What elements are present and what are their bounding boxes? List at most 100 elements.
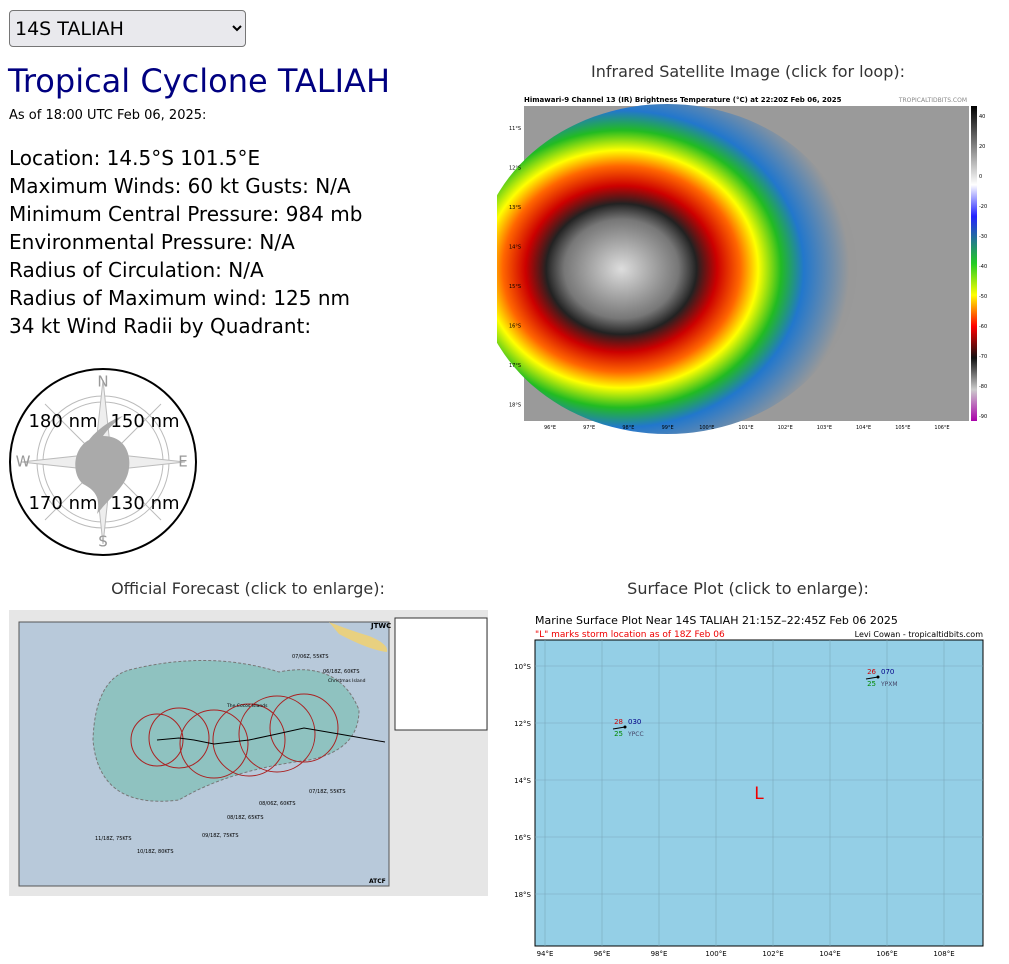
lon-label: 96°E <box>594 950 611 958</box>
radius-label: 130 nm <box>110 493 179 514</box>
lon-label: 102°E <box>778 425 793 431</box>
station-dew: 25 <box>867 680 876 688</box>
compass-letter: S <box>98 533 108 551</box>
lat-label: 18°S <box>514 891 531 899</box>
lon-label: 98°E <box>651 950 668 958</box>
lon-label: 108°E <box>933 950 954 958</box>
storm-title: Tropical Cyclone TALIAH <box>8 62 390 100</box>
info-line: Radius of Maximum wind: 125 nm <box>9 286 351 310</box>
info-line: Radius of Circulation: N/A <box>9 258 264 282</box>
lat-label: 14°S <box>514 777 531 785</box>
surface-caption: Surface Plot (click to enlarge): <box>627 579 869 598</box>
station-id: YPCC <box>627 731 644 738</box>
lat-label: 18°S <box>509 403 521 409</box>
wind-radii <box>130 693 339 779</box>
place-label: Christmas Island <box>328 678 366 684</box>
lat-label: 11°S <box>509 126 521 132</box>
wind-barb <box>865 676 879 680</box>
colorbar-label: 0 <box>979 174 982 180</box>
lon-label: 98°E <box>622 425 634 431</box>
place-label: The Cocos Islands <box>226 703 268 709</box>
colorbar-label: -70 <box>979 354 987 360</box>
colorbar-label: -40 <box>979 264 987 270</box>
lat-label: 10°S <box>514 663 531 671</box>
station-dot <box>876 675 880 679</box>
colorbar-label: -90 <box>979 414 987 420</box>
satellite-header: Himawari-9 Channel 13 (IR) Brightness Te… <box>524 96 842 104</box>
colorbar <box>971 106 977 421</box>
station-dew: 25 <box>614 730 623 738</box>
lon-label: 102°E <box>762 950 783 958</box>
lon-label: 104°E <box>856 425 871 431</box>
colorbar-label: -30 <box>979 234 987 240</box>
agency-label: JTWC <box>370 622 391 630</box>
lon-label: 99°E <box>662 425 674 431</box>
lon-label: 106°E <box>876 950 897 958</box>
station-pressure: 070 <box>881 668 894 676</box>
forecast-point-label: 08/18Z, 65KTS <box>227 815 264 821</box>
station-id: YPXM <box>880 681 898 688</box>
lat-label: 12°S <box>514 720 531 728</box>
compass-letter: N <box>97 373 108 391</box>
forecast-caption: Official Forecast (click to enlarge): <box>111 579 385 598</box>
surface-title: Marine Surface Plot Near 14S TALIAH 21:1… <box>535 614 898 627</box>
station-temp: 26 <box>867 668 876 676</box>
footer-label: ATCF <box>369 878 386 885</box>
land <box>329 622 388 652</box>
lat-label: 12°S <box>509 166 521 172</box>
lat-label: 17°S <box>509 363 521 369</box>
colorbar-label: -80 <box>979 384 987 390</box>
lon-label: 100°E <box>699 425 714 431</box>
forecast-image[interactable]: JTWC ATCF 07/06Z, 55KTS 06/18Z, 60KTS 07/18Z… <box>9 610 488 896</box>
surface-credit: Levi Cowan - tropicaltidbits.com <box>855 630 984 639</box>
info-line: Minimum Central Pressure: 984 mb <box>9 202 363 226</box>
station-temp: 28 <box>614 718 623 726</box>
forecast-point-label: 09/18Z, 75KTS <box>202 833 239 839</box>
compass-letter: E <box>178 453 187 471</box>
radius-label: 170 nm <box>28 493 97 514</box>
lat-label: 16°S <box>514 834 531 842</box>
colorbar-label: -20 <box>979 204 987 210</box>
track <box>156 727 386 745</box>
storm-clouds <box>497 104 857 434</box>
forecast-point-label: 07/18Z, 55KTS <box>309 789 346 795</box>
radius-label: 150 nm <box>110 411 179 432</box>
forecast-point-label: 07/06Z, 55KTS <box>292 654 329 660</box>
legend-box <box>394 617 488 731</box>
lat-label: 16°S <box>509 324 521 330</box>
forecast-point-label: 10/18Z, 80KTS <box>137 849 174 855</box>
forecast-point-label: 08/06Z, 60KTS <box>259 801 296 807</box>
info-line: Environmental Pressure: N/A <box>9 230 295 254</box>
wind-radii-compass: N E S W 180 nm 150 nm 170 nm 130 nm <box>9 368 197 556</box>
colorbar-label: 20 <box>979 144 985 150</box>
wind-barb <box>612 726 626 730</box>
colorbar-label: 40 <box>979 114 985 120</box>
info-line: Location: 14.5°S 101.5°E <box>9 146 261 170</box>
satellite-credit: TROPICALTIDBITS.COM <box>898 97 967 104</box>
lon-label: 94°E <box>537 950 554 958</box>
surface-image[interactable]: Marine Surface Plot Near 14S TALIAH 21:1… <box>510 605 1000 964</box>
lat-label: 14°S <box>509 245 521 251</box>
info-line: Maximum Winds: 60 kt Gusts: N/A <box>9 174 351 198</box>
lon-label: 104°E <box>819 950 840 958</box>
station-pressure: 030 <box>628 718 641 726</box>
lon-label: 103°E <box>817 425 832 431</box>
lon-label: 101°E <box>738 425 753 431</box>
lon-label: 96°E <box>544 425 556 431</box>
surface-map <box>534 639 984 947</box>
surface-note: "L" marks storm location as of 18Z Feb 0… <box>535 630 725 640</box>
as-of: As of 18:00 UTC Feb 06, 2025: <box>9 108 207 123</box>
lon-label: 100°E <box>705 950 726 958</box>
lat-label: 13°S <box>509 205 521 211</box>
compass-letter: W <box>16 453 31 471</box>
storm-select[interactable]: 14S TALIAH <box>9 10 246 47</box>
lat-label: 15°S <box>509 284 521 290</box>
lon-label: 97°E <box>583 425 595 431</box>
lon-label: 106°E <box>934 425 949 431</box>
colorbar-label: -50 <box>979 294 987 300</box>
cyclone-symbol <box>75 416 130 514</box>
station-dot <box>623 725 627 729</box>
satellite-image[interactable]: Himawari-9 Channel 13 (IR) Brightness Te… <box>497 94 992 434</box>
colorbar-label: -60 <box>979 324 987 330</box>
